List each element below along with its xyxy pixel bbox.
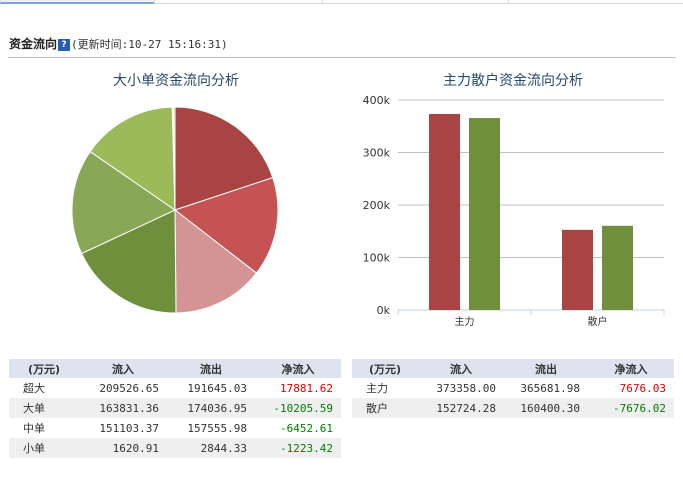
table-row: 散户 152724.28 160400.30 -7676.02 — [352, 398, 674, 418]
tab-3[interactable] — [322, 0, 508, 4]
section-header: 资金流向? (更新时间:10-27 15:16:31) — [9, 34, 228, 54]
net-inflow-value: 7676.03 — [588, 378, 674, 398]
tab-strip — [0, 0, 683, 5]
col-unit: (万元) — [9, 359, 79, 378]
y-tick-label: 300k — [363, 147, 391, 160]
outflow-value: 174036.95 — [167, 398, 255, 418]
col-inflow: 流入 — [418, 359, 504, 378]
help-icon[interactable]: ? — [58, 39, 71, 51]
table-header-row: (万元) 流入 流出 净流入 — [9, 359, 341, 378]
row-name: 小单 — [9, 438, 79, 458]
col-inflow: 流入 — [79, 359, 167, 378]
x-tick-label: 主力 — [455, 315, 475, 328]
bar-chart: 0k 100k 200k 300k 400k 主力 散户 — [363, 94, 665, 328]
section-divider — [8, 57, 676, 58]
pie-slice[interactable] — [172, 106, 176, 211]
row-name: 大单 — [9, 398, 79, 418]
table-header-row: (万元) 流入 流出 净流入 — [352, 359, 674, 378]
table-row: 大单 163831.36 174036.95 -10205.59 — [9, 398, 341, 418]
pie-slice[interactable] — [89, 106, 176, 211]
net-inflow-value: -6452.61 — [255, 418, 341, 438]
row-name: 主力 — [352, 378, 418, 398]
net-inflow-value: -10205.59 — [255, 398, 341, 418]
bar-chart-title: 主力散户资金流向分析 — [443, 73, 583, 89]
col-unit: (万元) — [352, 359, 418, 378]
pie-slice[interactable] — [71, 150, 177, 255]
tab-4[interactable] — [508, 0, 683, 4]
section-title: 资金流向 — [9, 37, 58, 51]
col-outflow: 流出 — [504, 359, 588, 378]
y-tick-label: 0k — [377, 304, 391, 317]
col-net-inflow: 净流入 — [255, 359, 341, 378]
outflow-value: 160400.30 — [504, 398, 588, 418]
inflow-value: 373358.00 — [418, 378, 504, 398]
y-tick-label: 200k — [363, 199, 391, 212]
pie-slice[interactable] — [174, 208, 258, 314]
net-inflow-value: 17881.62 — [255, 378, 341, 398]
pie-slice[interactable] — [80, 209, 177, 314]
row-name: 散户 — [352, 398, 418, 418]
col-outflow: 流出 — [167, 359, 255, 378]
net-inflow-value: -7676.02 — [588, 398, 674, 418]
y-tick-label: 100k — [363, 252, 391, 265]
table-row: 主力 373358.00 365681.98 7676.03 — [352, 378, 674, 398]
outflow-value: 191645.03 — [167, 378, 255, 398]
bar[interactable] — [429, 113, 460, 310]
outflow-value: 2844.33 — [167, 438, 255, 458]
row-name: 超大 — [9, 378, 79, 398]
pie-slice[interactable] — [173, 177, 279, 274]
tab-1[interactable] — [0, 0, 154, 4]
main-retail-table: (万元) 流入 流出 净流入 主力 373358.00 365681.98 7676.… — [352, 359, 674, 418]
pie-slice[interactable] — [174, 106, 274, 211]
order-size-table: (万元) 流入 流出 净流入 超大 209526.65 191645.03 17881… — [9, 359, 341, 458]
x-tick-label: 散户 — [588, 315, 608, 328]
inflow-value: 1620.91 — [79, 438, 167, 458]
inflow-value: 152724.28 — [418, 398, 504, 418]
outflow-value: 157555.98 — [167, 418, 255, 438]
tab-2[interactable] — [154, 0, 322, 4]
bar[interactable] — [469, 118, 500, 310]
table-row: 小单 1620.91 2844.33 -1223.42 — [9, 438, 341, 458]
pie-chart-title: 大小单资金流向分析 — [113, 73, 239, 89]
bar[interactable] — [562, 229, 593, 310]
col-net-inflow: 净流入 — [588, 359, 674, 378]
net-inflow-value: -1223.42 — [255, 438, 341, 458]
outflow-value: 365681.98 — [504, 378, 588, 398]
inflow-value: 209526.65 — [79, 378, 167, 398]
y-tick-label: 400k — [363, 94, 391, 107]
pie-chart — [71, 106, 279, 314]
table-row: 超大 209526.65 191645.03 17881.62 — [9, 378, 341, 398]
inflow-value: 163831.36 — [79, 398, 167, 418]
row-name: 中单 — [9, 418, 79, 438]
table-row: 中单 151103.37 157555.98 -6452.61 — [9, 418, 341, 438]
bar[interactable] — [602, 225, 633, 310]
update-time: (更新时间:10-27 15:16:31) — [71, 38, 228, 51]
inflow-value: 151103.37 — [79, 418, 167, 438]
